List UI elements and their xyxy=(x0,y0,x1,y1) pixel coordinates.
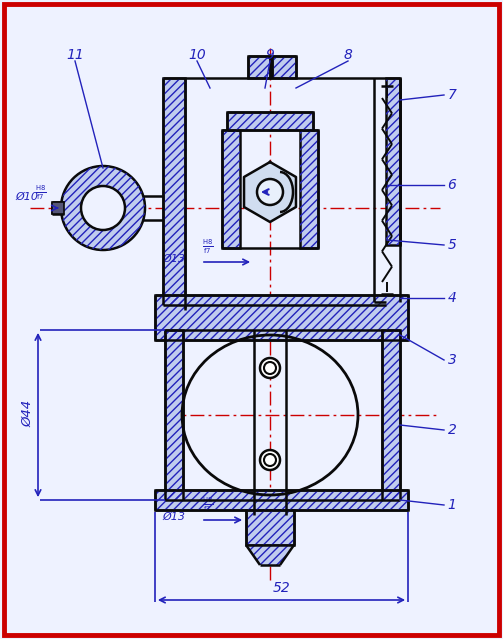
Text: 9: 9 xyxy=(266,48,275,62)
Circle shape xyxy=(264,454,276,466)
Bar xyxy=(155,295,408,340)
Text: $\mathregular{\frac{H8}{f7}}$: $\mathregular{\frac{H8}{f7}}$ xyxy=(35,184,46,202)
Polygon shape xyxy=(244,162,296,222)
Bar xyxy=(52,202,64,214)
Circle shape xyxy=(81,186,125,230)
Bar xyxy=(272,56,296,78)
Bar xyxy=(222,130,240,248)
Text: $\mathregular{\frac{H8}{f7}}$: $\mathregular{\frac{H8}{f7}}$ xyxy=(202,496,213,514)
Text: 10: 10 xyxy=(188,48,206,62)
Bar xyxy=(165,330,183,500)
Bar xyxy=(222,130,240,248)
Text: Ø13: Ø13 xyxy=(162,512,185,522)
Bar xyxy=(300,130,318,248)
Circle shape xyxy=(61,166,145,250)
Text: 6: 6 xyxy=(448,178,456,192)
Text: 52: 52 xyxy=(273,581,290,595)
Bar xyxy=(227,112,313,130)
Bar xyxy=(163,78,185,305)
Text: 8: 8 xyxy=(344,48,353,62)
Text: 5: 5 xyxy=(448,238,456,252)
Bar xyxy=(382,330,400,500)
Circle shape xyxy=(257,179,283,205)
Text: $\mathregular{\frac{H8}{f7}}$: $\mathregular{\frac{H8}{f7}}$ xyxy=(202,238,213,256)
Text: Ø44: Ø44 xyxy=(21,399,34,427)
Circle shape xyxy=(264,362,276,374)
Bar xyxy=(382,330,400,500)
Bar xyxy=(246,510,294,545)
Bar xyxy=(155,295,408,340)
Text: 7: 7 xyxy=(448,88,456,102)
Bar xyxy=(155,490,408,510)
Bar xyxy=(163,78,185,305)
Text: 11: 11 xyxy=(66,48,84,62)
Bar xyxy=(246,510,294,545)
Circle shape xyxy=(260,358,280,378)
Bar xyxy=(227,112,313,130)
Bar xyxy=(300,130,318,248)
Bar xyxy=(165,330,183,500)
Text: 4: 4 xyxy=(448,291,456,305)
Text: 2: 2 xyxy=(448,423,456,437)
Text: Ø13: Ø13 xyxy=(162,254,185,264)
Polygon shape xyxy=(246,545,294,565)
Bar xyxy=(248,56,270,78)
Bar xyxy=(155,490,408,510)
Text: 3: 3 xyxy=(448,353,456,367)
Text: Ø10: Ø10 xyxy=(15,192,38,202)
Bar xyxy=(272,56,296,78)
Text: 1: 1 xyxy=(448,498,456,512)
Circle shape xyxy=(260,450,280,470)
Bar xyxy=(386,78,400,245)
Bar xyxy=(386,78,400,245)
Bar xyxy=(248,56,270,78)
